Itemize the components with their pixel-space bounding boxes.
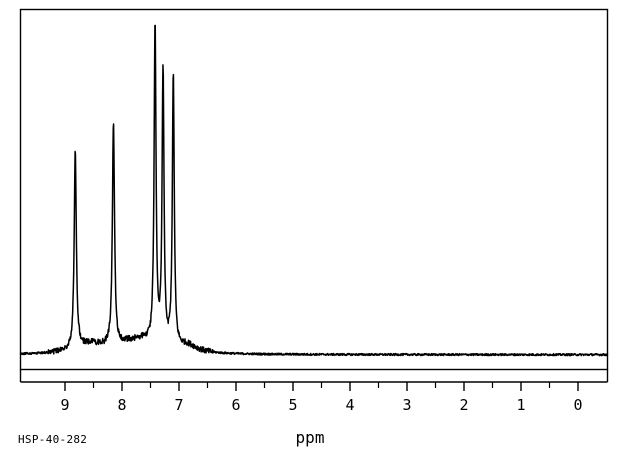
x-axis-tick-label: 6 xyxy=(231,396,241,414)
x-axis-tick-label: 0 xyxy=(573,396,583,414)
spectrum-trace xyxy=(19,24,609,357)
x-axis-label: ppm xyxy=(295,428,325,447)
x-axis-tick-label: 4 xyxy=(345,396,355,414)
x-axis xyxy=(19,369,609,391)
x-axis-tick-label: 9 xyxy=(60,396,70,414)
plot-frame xyxy=(19,8,609,371)
x-axis-tick-label: 8 xyxy=(117,396,127,414)
spectrum-id-label: HSP-40-282 xyxy=(18,433,88,446)
x-axis-tick-label: 1 xyxy=(516,396,526,414)
x-axis-tick-label: 7 xyxy=(174,396,184,414)
x-axis-tick-label: 2 xyxy=(459,396,469,414)
x-axis-tick-label: 3 xyxy=(402,396,412,414)
x-axis-tick-label: 5 xyxy=(288,396,298,414)
